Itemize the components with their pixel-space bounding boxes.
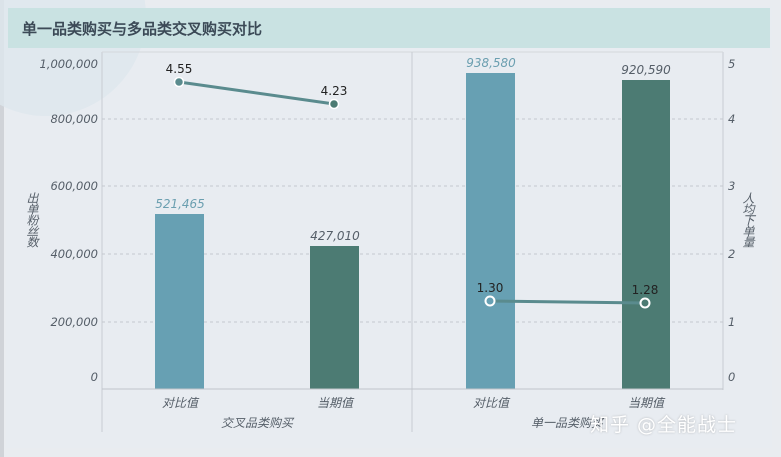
y-tick-right: 3 — [728, 179, 736, 193]
y-tick-left: 400,000 — [50, 247, 98, 261]
chart-title: 单一品类购买与多品类交叉购买对比 — [22, 20, 263, 38]
x-category-label: 对比值 — [161, 396, 198, 410]
bar-value-label: 427,010 — [310, 229, 360, 243]
y-tick-right: 4 — [728, 112, 736, 126]
line-value-label: 4.23 — [320, 84, 348, 98]
title-bar: 单一品类购买与多品类交叉购买对比 — [8, 8, 770, 48]
x-category-label: 对比值 — [472, 396, 509, 410]
line-value-label: 1.30 — [476, 281, 504, 295]
y-tick-left: 0 — [90, 370, 98, 384]
y-tick-right: 0 — [728, 370, 736, 384]
line-value-label: 1.28 — [631, 283, 659, 297]
bar-single-current — [622, 80, 670, 389]
x-group-label: 交叉品类购买 — [220, 416, 293, 430]
y-tick-right: 1 — [728, 315, 736, 329]
y-tick-left: 200,000 — [50, 315, 98, 329]
y-tick-left: 800,000 — [50, 112, 98, 126]
bar-single-compare — [466, 73, 515, 389]
point-single-compare — [484, 295, 496, 307]
watermark: 知乎 @全能战士 — [590, 414, 738, 436]
y-tick-right: 5 — [728, 57, 736, 71]
line-cross — [178, 80, 335, 106]
line-single — [489, 299, 646, 305]
bar-value-label: 920,590 — [621, 63, 671, 77]
bar-cross-current — [310, 246, 359, 389]
line-value-label: 4.55 — [165, 62, 193, 76]
y-axis-title-left: 出单粉丝数 — [25, 192, 39, 247]
gridlines — [102, 118, 723, 323]
x-category-label: 当期值 — [627, 396, 664, 410]
bar-value-label: 521,465 — [155, 197, 205, 211]
x-category-label: 当期值 — [316, 396, 353, 410]
point-cross-compare — [173, 76, 185, 88]
point-cross-current — [328, 98, 340, 110]
bar-value-label: 938,580 — [466, 56, 516, 70]
x-group-label: 单一品类购买 — [530, 416, 603, 430]
window-edge — [0, 0, 4, 457]
y-tick-right: 2 — [728, 247, 736, 261]
bar-cross-compare — [155, 214, 204, 389]
point-single-current — [639, 297, 651, 309]
y-tick-left: 1,000,000 — [39, 57, 98, 71]
y-axis-title-right: 人均下单量 — [741, 192, 755, 247]
y-tick-left: 600,000 — [50, 179, 98, 193]
